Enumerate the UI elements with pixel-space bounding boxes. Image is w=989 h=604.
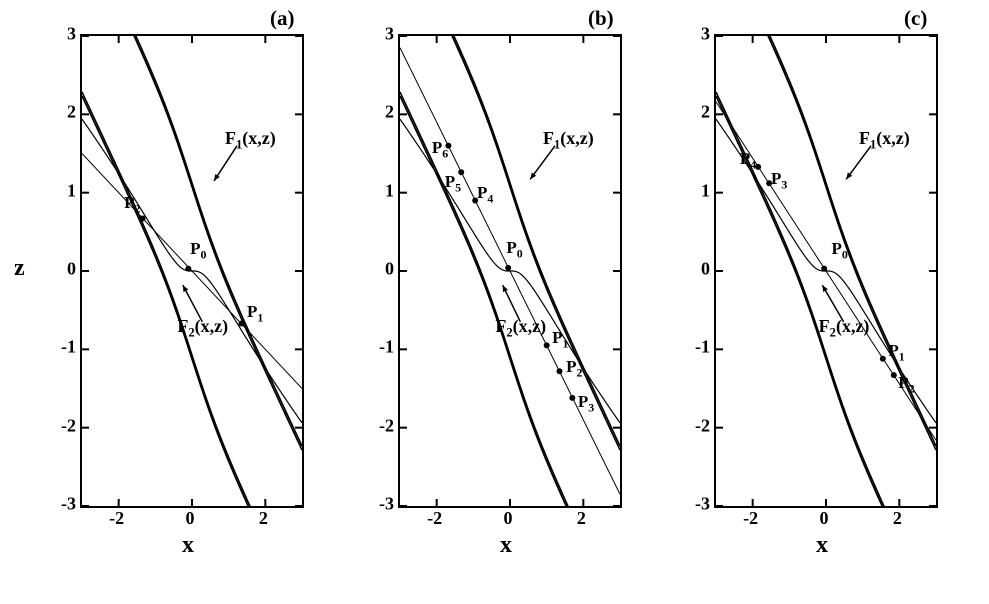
- xtick-c-1: 0: [820, 508, 829, 529]
- ytick-b-3: 0: [370, 259, 394, 280]
- x-axis-label-a: x: [182, 532, 194, 559]
- point-label-P0-b: P0: [506, 238, 522, 261]
- plot-area-a: F1(x,z) F2(x,z) P0 P1 P2: [80, 34, 304, 508]
- curve-label-F2-c: F2(x,z): [819, 316, 870, 341]
- xtick-b-2: 2: [577, 508, 586, 529]
- ytick-c-5: 2: [686, 102, 710, 123]
- point-label-P1-c: P1: [888, 341, 904, 364]
- point-label-P0-c: P0: [832, 239, 848, 262]
- curve-label-F1-a: F1(x,z): [225, 128, 276, 153]
- point-label-P2-a: P2: [124, 193, 140, 216]
- ytick-c-3: 0: [686, 259, 710, 280]
- point-label-P3-c: P3: [771, 169, 787, 192]
- point-label-P2-b: P2: [566, 357, 582, 380]
- ytick-a-6: 3: [52, 24, 76, 45]
- ytick-c-2: -1: [686, 337, 710, 358]
- ytick-b-5: 2: [370, 102, 394, 123]
- ytick-a-3: 0: [52, 259, 76, 280]
- point-label-P5-b: P5: [445, 172, 461, 195]
- x-axis-label-c: x: [816, 532, 828, 559]
- plot-svg-a: [82, 36, 302, 506]
- ytick-a-1: -2: [52, 415, 76, 436]
- ytick-a-5: 2: [52, 102, 76, 123]
- ytick-a-0: -3: [52, 494, 76, 515]
- plot-svg-b: [400, 36, 620, 506]
- xtick-b-0: -2: [427, 508, 442, 529]
- point-label-P4-b: P4: [477, 183, 493, 206]
- plot-area-c: F1(x,z) F2(x,z) P0 P1 P2 P3 P4: [714, 34, 938, 508]
- point-label-P1-a: P1: [247, 302, 263, 325]
- ytick-b-2: -1: [370, 337, 394, 358]
- xtick-b-1: 0: [504, 508, 513, 529]
- ytick-b-1: -2: [370, 415, 394, 436]
- xtick-c-0: -2: [743, 508, 758, 529]
- point-label-P6-b: P6: [432, 138, 448, 161]
- curve-label-F1-b: F1(x,z): [543, 128, 594, 153]
- ytick-c-4: 1: [686, 180, 710, 201]
- point-label-P4-c: P4: [740, 149, 756, 172]
- curve-label-F1-c: F1(x,z): [859, 128, 910, 153]
- x-axis-label-b: x: [500, 532, 512, 559]
- xtick-c-2: 2: [893, 508, 902, 529]
- ytick-c-1: -2: [686, 415, 710, 436]
- point-label-P0-a: P0: [190, 239, 206, 262]
- xtick-a-1: 0: [186, 508, 195, 529]
- panel-title-c: (c): [904, 6, 981, 31]
- plot-area-b: F1(x,z) F2(x,z) P0 P1 P2 P3 P4 P5 P6: [398, 34, 622, 508]
- curve-label-F2-b: F2(x,z): [495, 316, 546, 341]
- ytick-c-6: 3: [686, 24, 710, 45]
- ytick-b-4: 1: [370, 180, 394, 201]
- y-axis-label: z: [14, 255, 25, 282]
- point-label-P1-b: P1: [552, 328, 568, 351]
- xtick-a-2: 2: [259, 508, 268, 529]
- ytick-a-4: 1: [52, 180, 76, 201]
- ytick-b-0: -3: [370, 494, 394, 515]
- ytick-c-0: -3: [686, 494, 710, 515]
- figure-root: z(a)F1(x,z)F2(x,z)P0P1P2-202-3-2-10123x(…: [0, 0, 989, 604]
- ytick-a-2: -1: [52, 337, 76, 358]
- point-label-P3-b: P3: [578, 392, 594, 415]
- plot-svg-c: [716, 36, 936, 506]
- ytick-b-6: 3: [370, 24, 394, 45]
- point-label-P2-c: P2: [898, 373, 914, 396]
- curve-label-F2-a: F2(x,z): [177, 316, 228, 341]
- xtick-a-0: -2: [109, 508, 124, 529]
